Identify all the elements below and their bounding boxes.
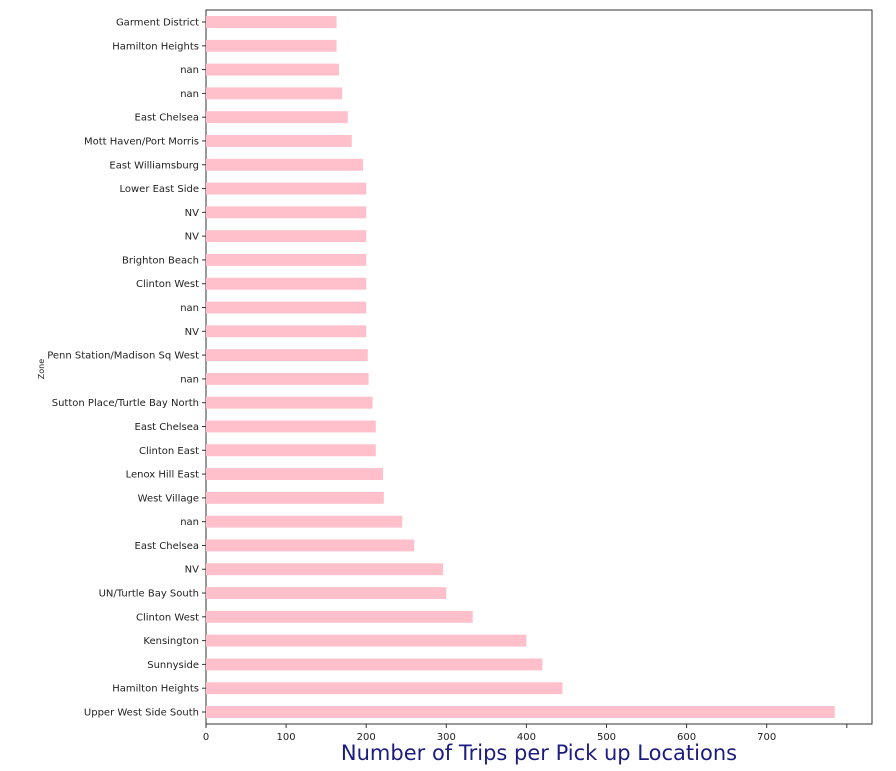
y-tick-label: Upper West Side South [84,708,199,719]
y-tick-label: nan [180,374,199,385]
y-tick-label: Mott Haven/Port Morris [84,136,199,147]
bar [206,158,363,171]
bar [206,111,348,124]
bar [206,706,835,718]
bar [206,87,343,100]
y-tick-label: East Williamsburg [109,160,199,171]
x-tick-label: 600 [677,732,696,743]
bar [206,515,403,528]
y-tick-label: NV [185,327,199,338]
bar [206,16,337,28]
x-tick-label: 500 [597,732,616,743]
y-tick-label: NV [185,565,199,576]
bar [206,182,367,195]
y-tick-label: UN/Turtle Bay South [99,589,199,600]
y-tick-label: Penn Station/Madison Sq West [47,351,199,362]
bar [206,682,563,695]
y-tick-label: Hamilton Heights [112,41,199,52]
chart-title: Number of Trips per Pick up Locations [341,741,737,765]
y-tick-label: Lower East Side [119,184,199,195]
y-axis-label: Zone [37,359,46,379]
y-tick-label: nan [180,517,199,528]
bar [206,301,367,314]
bar [206,658,543,671]
y-tick-label: Clinton West [136,279,199,290]
y-tick-label: Lenox Hill East [126,470,199,481]
y-tick-label: NV [185,208,199,219]
y-tick-label: nan [180,65,199,76]
y-tick-label: Clinton West [136,612,199,623]
y-tick-label: Kensington [143,636,199,647]
y-tick-label: Hamilton Heights [112,684,199,695]
bar [206,63,339,76]
y-tick-label: NV [185,232,199,243]
y-tick-labels: Garment District Hamilton Heights nan nan Ea… [47,18,206,719]
bar [206,253,367,266]
bar [206,39,337,52]
bar [206,277,367,290]
bar [206,230,367,243]
bar [206,325,367,338]
bars-group [206,16,835,718]
bar [206,396,373,409]
y-tick-label: East Chelsea [135,541,200,552]
y-tick-label: Brighton Beach [122,255,199,266]
bar [206,444,376,457]
y-tick-label: Clinton East [139,446,199,457]
x-tick-label: 300 [437,732,456,743]
bar [206,539,415,552]
bar [206,135,352,147]
bar [206,372,369,385]
bar [206,420,376,433]
x-ticks: 0 100 200 300 400 500 600 700 [203,724,848,743]
bar [206,349,368,362]
plot-area [205,9,873,725]
bar [206,610,473,623]
y-tick-label: Garment District [116,18,199,29]
bar [206,491,384,504]
x-tick-label: 0 [203,732,209,743]
bar [206,563,444,576]
x-tick-label: 100 [277,732,296,743]
x-tick-label: 400 [517,732,536,743]
y-tick-label: nan [180,89,199,100]
y-tick-label: Sutton Place/Turtle Bay North [52,398,199,409]
bar [206,468,384,481]
x-tick-label: 700 [757,732,776,743]
y-tick-label: East Chelsea [135,422,200,433]
x-tick-label: 200 [357,732,376,743]
y-tick-label: Sunnyside [147,660,199,671]
bar [206,206,367,219]
y-tick-label: East Chelsea [135,113,200,124]
y-tick-label: nan [180,303,199,314]
bar [206,634,527,647]
bar [206,587,447,599]
y-tick-label: West Village [138,493,199,504]
